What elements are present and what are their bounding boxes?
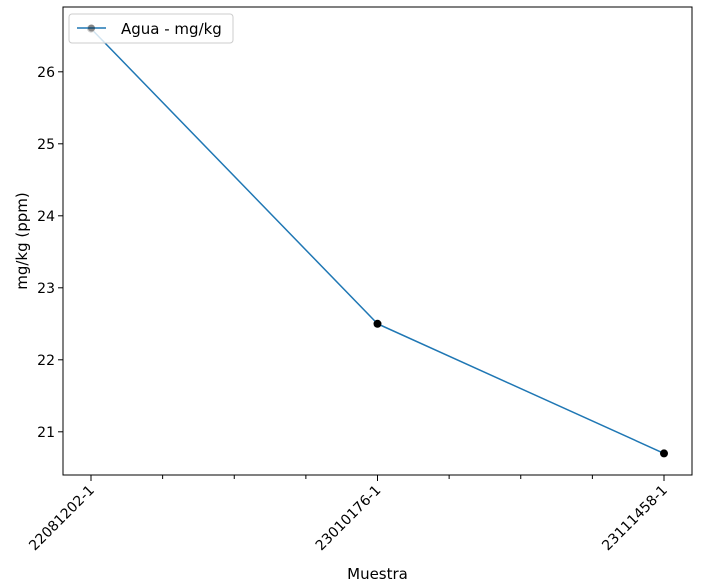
y-tick-label: 23 <box>37 281 55 297</box>
data-point <box>373 319 382 328</box>
legend-box <box>68 13 234 44</box>
y-axis-label: mg/kg (ppm) <box>13 192 31 290</box>
x-axis-label: Muestra <box>347 565 408 583</box>
y-tick-label: 22 <box>37 353 55 369</box>
y-axis: 21 22 23 24 25 26 <box>37 65 63 441</box>
x-axis: 22081202-1 23010176-1 23111458-1 <box>26 475 671 554</box>
y-tick-label: 25 <box>37 137 55 153</box>
y-tick-label: 26 <box>37 65 55 81</box>
y-tick-label: 21 <box>37 425 55 441</box>
legend: Agua - mg/kg <box>68 13 234 44</box>
y-tick-label: 24 <box>37 209 55 225</box>
plot-frame <box>62 6 693 476</box>
x-tick-label: 22081202-1 <box>26 483 98 555</box>
x-tick-label: 23010176-1 <box>313 483 385 555</box>
legend-marker-swatch <box>88 24 95 32</box>
x-tick-label: 23111458-1 <box>599 483 671 555</box>
legend-label: Agua - mg/kg <box>121 20 222 38</box>
plot-area <box>63 7 692 475</box>
data-point <box>660 449 668 458</box>
